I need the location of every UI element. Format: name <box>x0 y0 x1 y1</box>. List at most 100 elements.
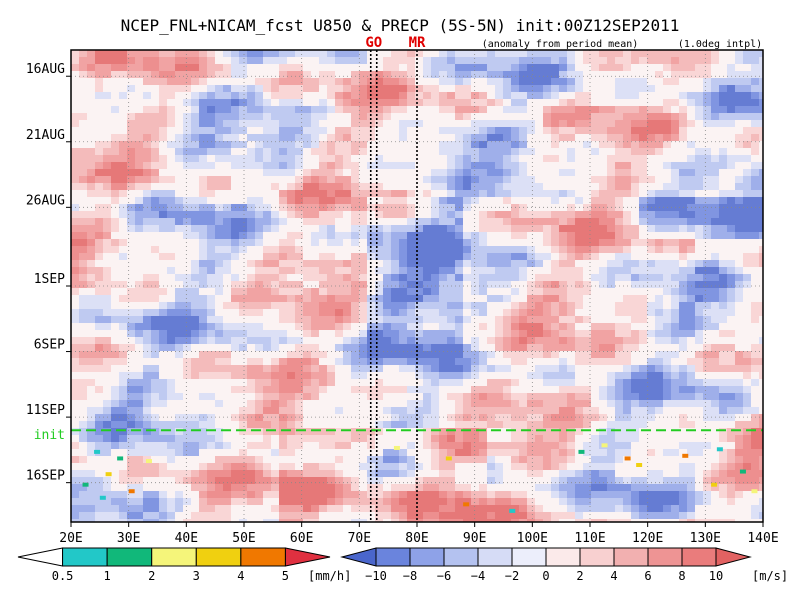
anomaly-cell <box>743 176 751 183</box>
anomaly-cell <box>439 484 447 491</box>
anomaly-cell <box>223 351 231 358</box>
anomaly-cell <box>391 302 399 309</box>
chart-subtitle-resolution: (1.0deg intpl) <box>678 39 762 50</box>
anomaly-cell <box>151 323 159 330</box>
anomaly-cell <box>207 505 215 512</box>
anomaly-cell <box>623 218 631 225</box>
anomaly-cell <box>303 372 311 379</box>
anomaly-cell <box>215 239 223 246</box>
anomaly-cell <box>711 183 719 190</box>
anomaly-cell <box>447 225 455 232</box>
anomaly-cell <box>727 78 735 85</box>
anomaly-cell <box>287 232 295 239</box>
anomaly-cell <box>199 484 207 491</box>
anomaly-cell <box>655 323 663 330</box>
anomaly-cell <box>567 218 575 225</box>
anomaly-cell <box>495 498 503 505</box>
anomaly-cell <box>687 141 695 148</box>
anomaly-cell <box>351 428 359 435</box>
anomaly-cell <box>607 274 615 281</box>
anomaly-cell <box>375 190 383 197</box>
anomaly-cell <box>71 379 79 386</box>
anomaly-cell <box>463 113 471 120</box>
anomaly-cell <box>551 71 559 78</box>
anomaly-cell <box>215 316 223 323</box>
anomaly-cell <box>455 246 463 253</box>
anomaly-cell <box>143 127 151 134</box>
anomaly-cell <box>703 470 711 477</box>
anomaly-cell <box>623 372 631 379</box>
anomaly-cell <box>159 155 167 162</box>
anomaly-cell <box>143 120 151 127</box>
anomaly-cell <box>191 288 199 295</box>
anomaly-cell <box>359 120 367 127</box>
anomaly-cell <box>383 106 391 113</box>
anomaly-cell <box>511 330 519 337</box>
anomaly-cell <box>503 155 511 162</box>
anomaly-cell <box>351 50 359 57</box>
anomaly-cell <box>735 281 743 288</box>
anomaly-cell <box>119 183 127 190</box>
anomaly-cell <box>423 372 431 379</box>
anomaly-cell <box>159 57 167 64</box>
anomaly-cell <box>527 449 535 456</box>
u850-colorbar-label: 8 <box>678 569 685 583</box>
anomaly-cell <box>471 106 479 113</box>
anomaly-cell <box>183 141 191 148</box>
anomaly-cell <box>663 141 671 148</box>
anomaly-cell <box>447 372 455 379</box>
anomaly-cell <box>447 309 455 316</box>
anomaly-cell <box>239 218 247 225</box>
anomaly-cell <box>375 232 383 239</box>
anomaly-cell <box>751 428 759 435</box>
anomaly-cell <box>679 470 687 477</box>
anomaly-cell <box>663 183 671 190</box>
anomaly-cell <box>303 176 311 183</box>
anomaly-cell <box>487 512 495 519</box>
anomaly-cell <box>391 421 399 428</box>
anomaly-cell <box>351 519 359 522</box>
anomaly-cell <box>79 393 87 400</box>
anomaly-cell <box>759 225 763 232</box>
anomaly-cell <box>375 281 383 288</box>
anomaly-cell <box>279 99 287 106</box>
anomaly-cell <box>487 176 495 183</box>
anomaly-cell <box>703 225 711 232</box>
anomaly-cell <box>287 162 295 169</box>
anomaly-cell <box>607 197 615 204</box>
anomaly-cell <box>223 218 231 225</box>
anomaly-cell <box>215 323 223 330</box>
anomaly-cell <box>215 106 223 113</box>
anomaly-cell <box>535 421 543 428</box>
anomaly-cell <box>119 239 127 246</box>
anomaly-cell <box>599 246 607 253</box>
anomaly-cell <box>239 106 247 113</box>
anomaly-cell <box>351 505 359 512</box>
anomaly-cell <box>679 491 687 498</box>
anomaly-cell <box>127 176 135 183</box>
anomaly-cell <box>327 281 335 288</box>
anomaly-cell <box>359 78 367 85</box>
anomaly-cell <box>103 246 111 253</box>
anomaly-cell <box>359 106 367 113</box>
anomaly-cell <box>271 134 279 141</box>
anomaly-cell <box>367 365 375 372</box>
anomaly-cell <box>735 141 743 148</box>
anomaly-cell <box>431 491 439 498</box>
anomaly-cell <box>463 183 471 190</box>
anomaly-cell <box>279 407 287 414</box>
anomaly-cell <box>543 407 551 414</box>
anomaly-cell <box>623 484 631 491</box>
anomaly-cell <box>703 358 711 365</box>
anomaly-cell <box>567 288 575 295</box>
anomaly-cell <box>407 512 415 519</box>
anomaly-cell <box>351 232 359 239</box>
anomaly-cell <box>415 372 423 379</box>
anomaly-cell <box>559 372 567 379</box>
anomaly-cell <box>359 267 367 274</box>
anomaly-cell <box>231 113 239 120</box>
anomaly-cell <box>79 491 87 498</box>
anomaly-cell <box>119 176 127 183</box>
anomaly-cell <box>431 428 439 435</box>
anomaly-cell <box>415 288 423 295</box>
